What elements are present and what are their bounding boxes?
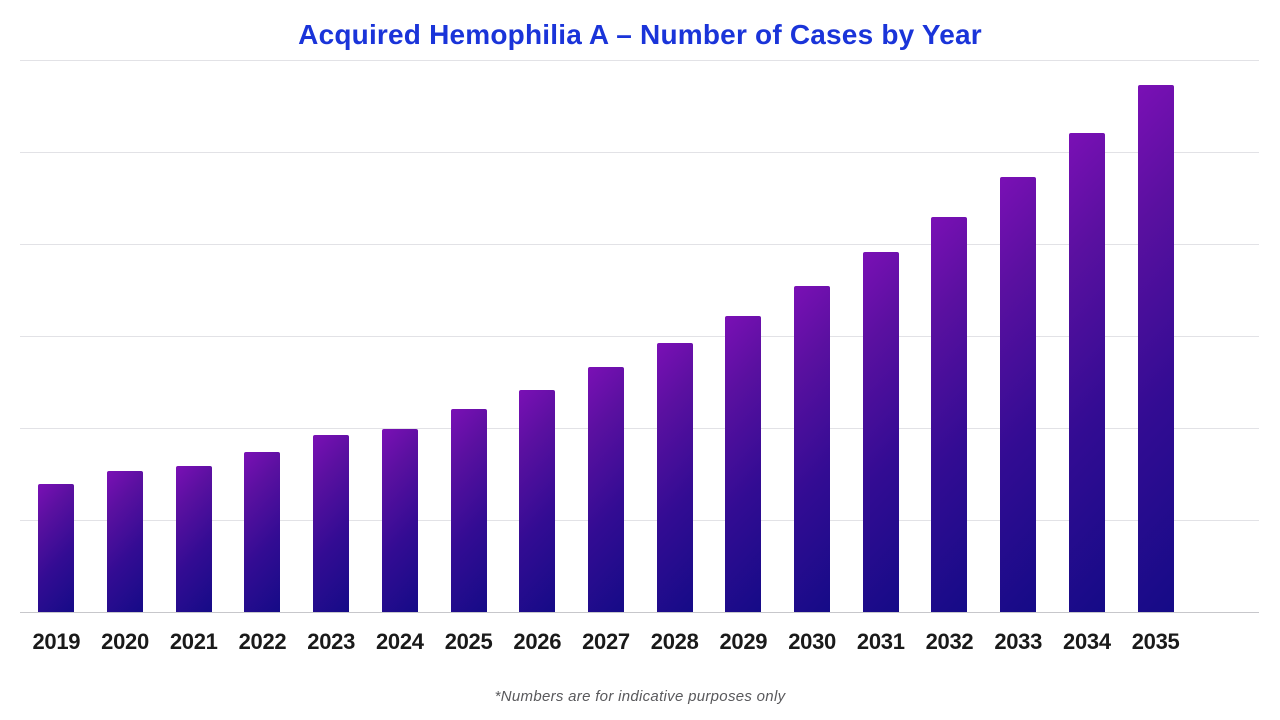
gridline: [20, 152, 1259, 153]
gridline: [20, 428, 1259, 429]
bar-slot: [778, 60, 847, 612]
x-tick-label-2032: 2032: [925, 629, 974, 654]
bar-2029: [725, 316, 762, 612]
gridline: [20, 244, 1259, 245]
x-tick-label-2025: 2025: [444, 629, 493, 654]
x-tick-label-2027: 2027: [582, 629, 630, 654]
bar-2024: [381, 429, 418, 612]
x-tick-label-2021: 2021: [169, 629, 218, 654]
x-axis-labels: 2019 2020 2021 2022 2023 2024 2025 2026 2027 2028…: [22, 629, 1190, 655]
bar-slot: [640, 60, 709, 612]
x-tick-label-2019: 2019: [32, 629, 81, 654]
bar-2027: [587, 367, 624, 612]
bar-2028: [656, 343, 693, 612]
gridline: [20, 60, 1259, 61]
bar-slot: [91, 60, 160, 612]
x-tick-label-2024: 2024: [375, 629, 424, 654]
bars-container: [22, 60, 1190, 612]
x-tick-label-2030: 2030: [788, 629, 836, 654]
bar-slot: [159, 60, 228, 612]
footnote: *Numbers are for indicative purposes onl…: [494, 688, 786, 705]
bar-2019: [38, 484, 75, 612]
bar-slot: [1053, 60, 1122, 612]
bar-slot: [297, 60, 366, 612]
bar-2022: [244, 452, 281, 612]
bar-2021: [175, 466, 212, 612]
bar-slot: [572, 60, 641, 612]
bar-2026: [519, 390, 556, 612]
bar-2032: [931, 217, 968, 612]
x-tick-label-2035: 2035: [1131, 629, 1180, 654]
bar-slot: [434, 60, 503, 612]
x-tick-label-2031: 2031: [856, 629, 905, 654]
x-tick-label-2020: 2020: [101, 629, 149, 654]
bar-slot: [503, 60, 572, 612]
bar-2025: [450, 409, 487, 612]
bar-2020: [107, 471, 144, 612]
bar-slot: [1121, 60, 1190, 612]
x-tick-label-2022: 2022: [238, 629, 287, 654]
plot-area: [20, 60, 1259, 613]
x-axis-baseline: [20, 612, 1259, 613]
bar-2033: [1000, 177, 1037, 612]
x-tick-label-2028: 2028: [650, 629, 699, 654]
bar-slot: [915, 60, 984, 612]
bar-2035: [1137, 85, 1174, 612]
x-tick-label-2023: 2023: [307, 629, 356, 654]
bar-slot: [228, 60, 297, 612]
bar-slot: [846, 60, 915, 612]
bar-slot: [709, 60, 778, 612]
bar-slot: [366, 60, 435, 612]
chart-title: Acquired Hemophilia A – Number of Cases …: [298, 19, 982, 50]
bar-slot: [984, 60, 1053, 612]
x-tick-label-2034: 2034: [1063, 629, 1111, 654]
x-tick-label-2033: 2033: [994, 629, 1043, 654]
x-tick-label-2026: 2026: [513, 629, 562, 654]
bar-2034: [1068, 133, 1105, 612]
bar-2030: [794, 286, 831, 612]
bar-2023: [313, 435, 350, 612]
gridline: [20, 520, 1259, 521]
bar-slot: [22, 60, 91, 612]
gridline: [20, 336, 1259, 337]
bar-2031: [862, 252, 899, 612]
x-tick-label-2029: 2029: [719, 629, 768, 654]
